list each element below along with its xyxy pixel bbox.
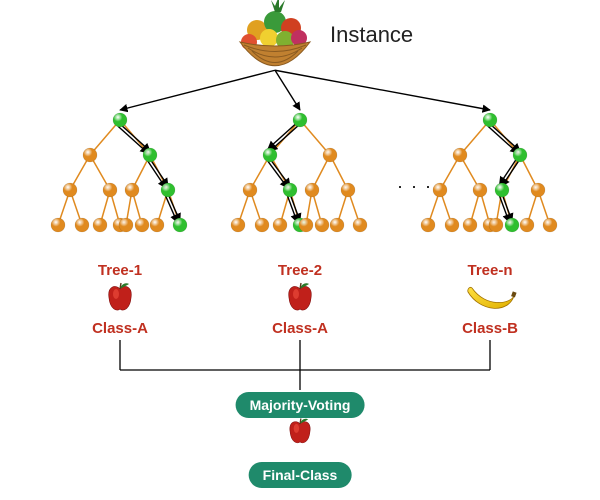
diagram-stage: Instance . . . Tree-1 Tree-2 Tree-n Clas…: [0, 0, 600, 500]
class-label-2: Class-A: [272, 320, 328, 337]
svg-layer: [0, 0, 600, 500]
majority-voting-pill: Majority-Voting: [236, 392, 365, 418]
class-label-1: Class-A: [92, 320, 148, 337]
final-class-pill: Final-Class: [249, 462, 352, 488]
tree-label-1: Tree-1: [98, 262, 142, 279]
ellipsis-label: . . .: [397, 172, 432, 193]
instance-label: Instance: [330, 22, 413, 48]
class-label-n: Class-B: [462, 320, 518, 337]
tree-label-n: Tree-n: [467, 262, 512, 279]
tree-label-2: Tree-2: [278, 262, 322, 279]
